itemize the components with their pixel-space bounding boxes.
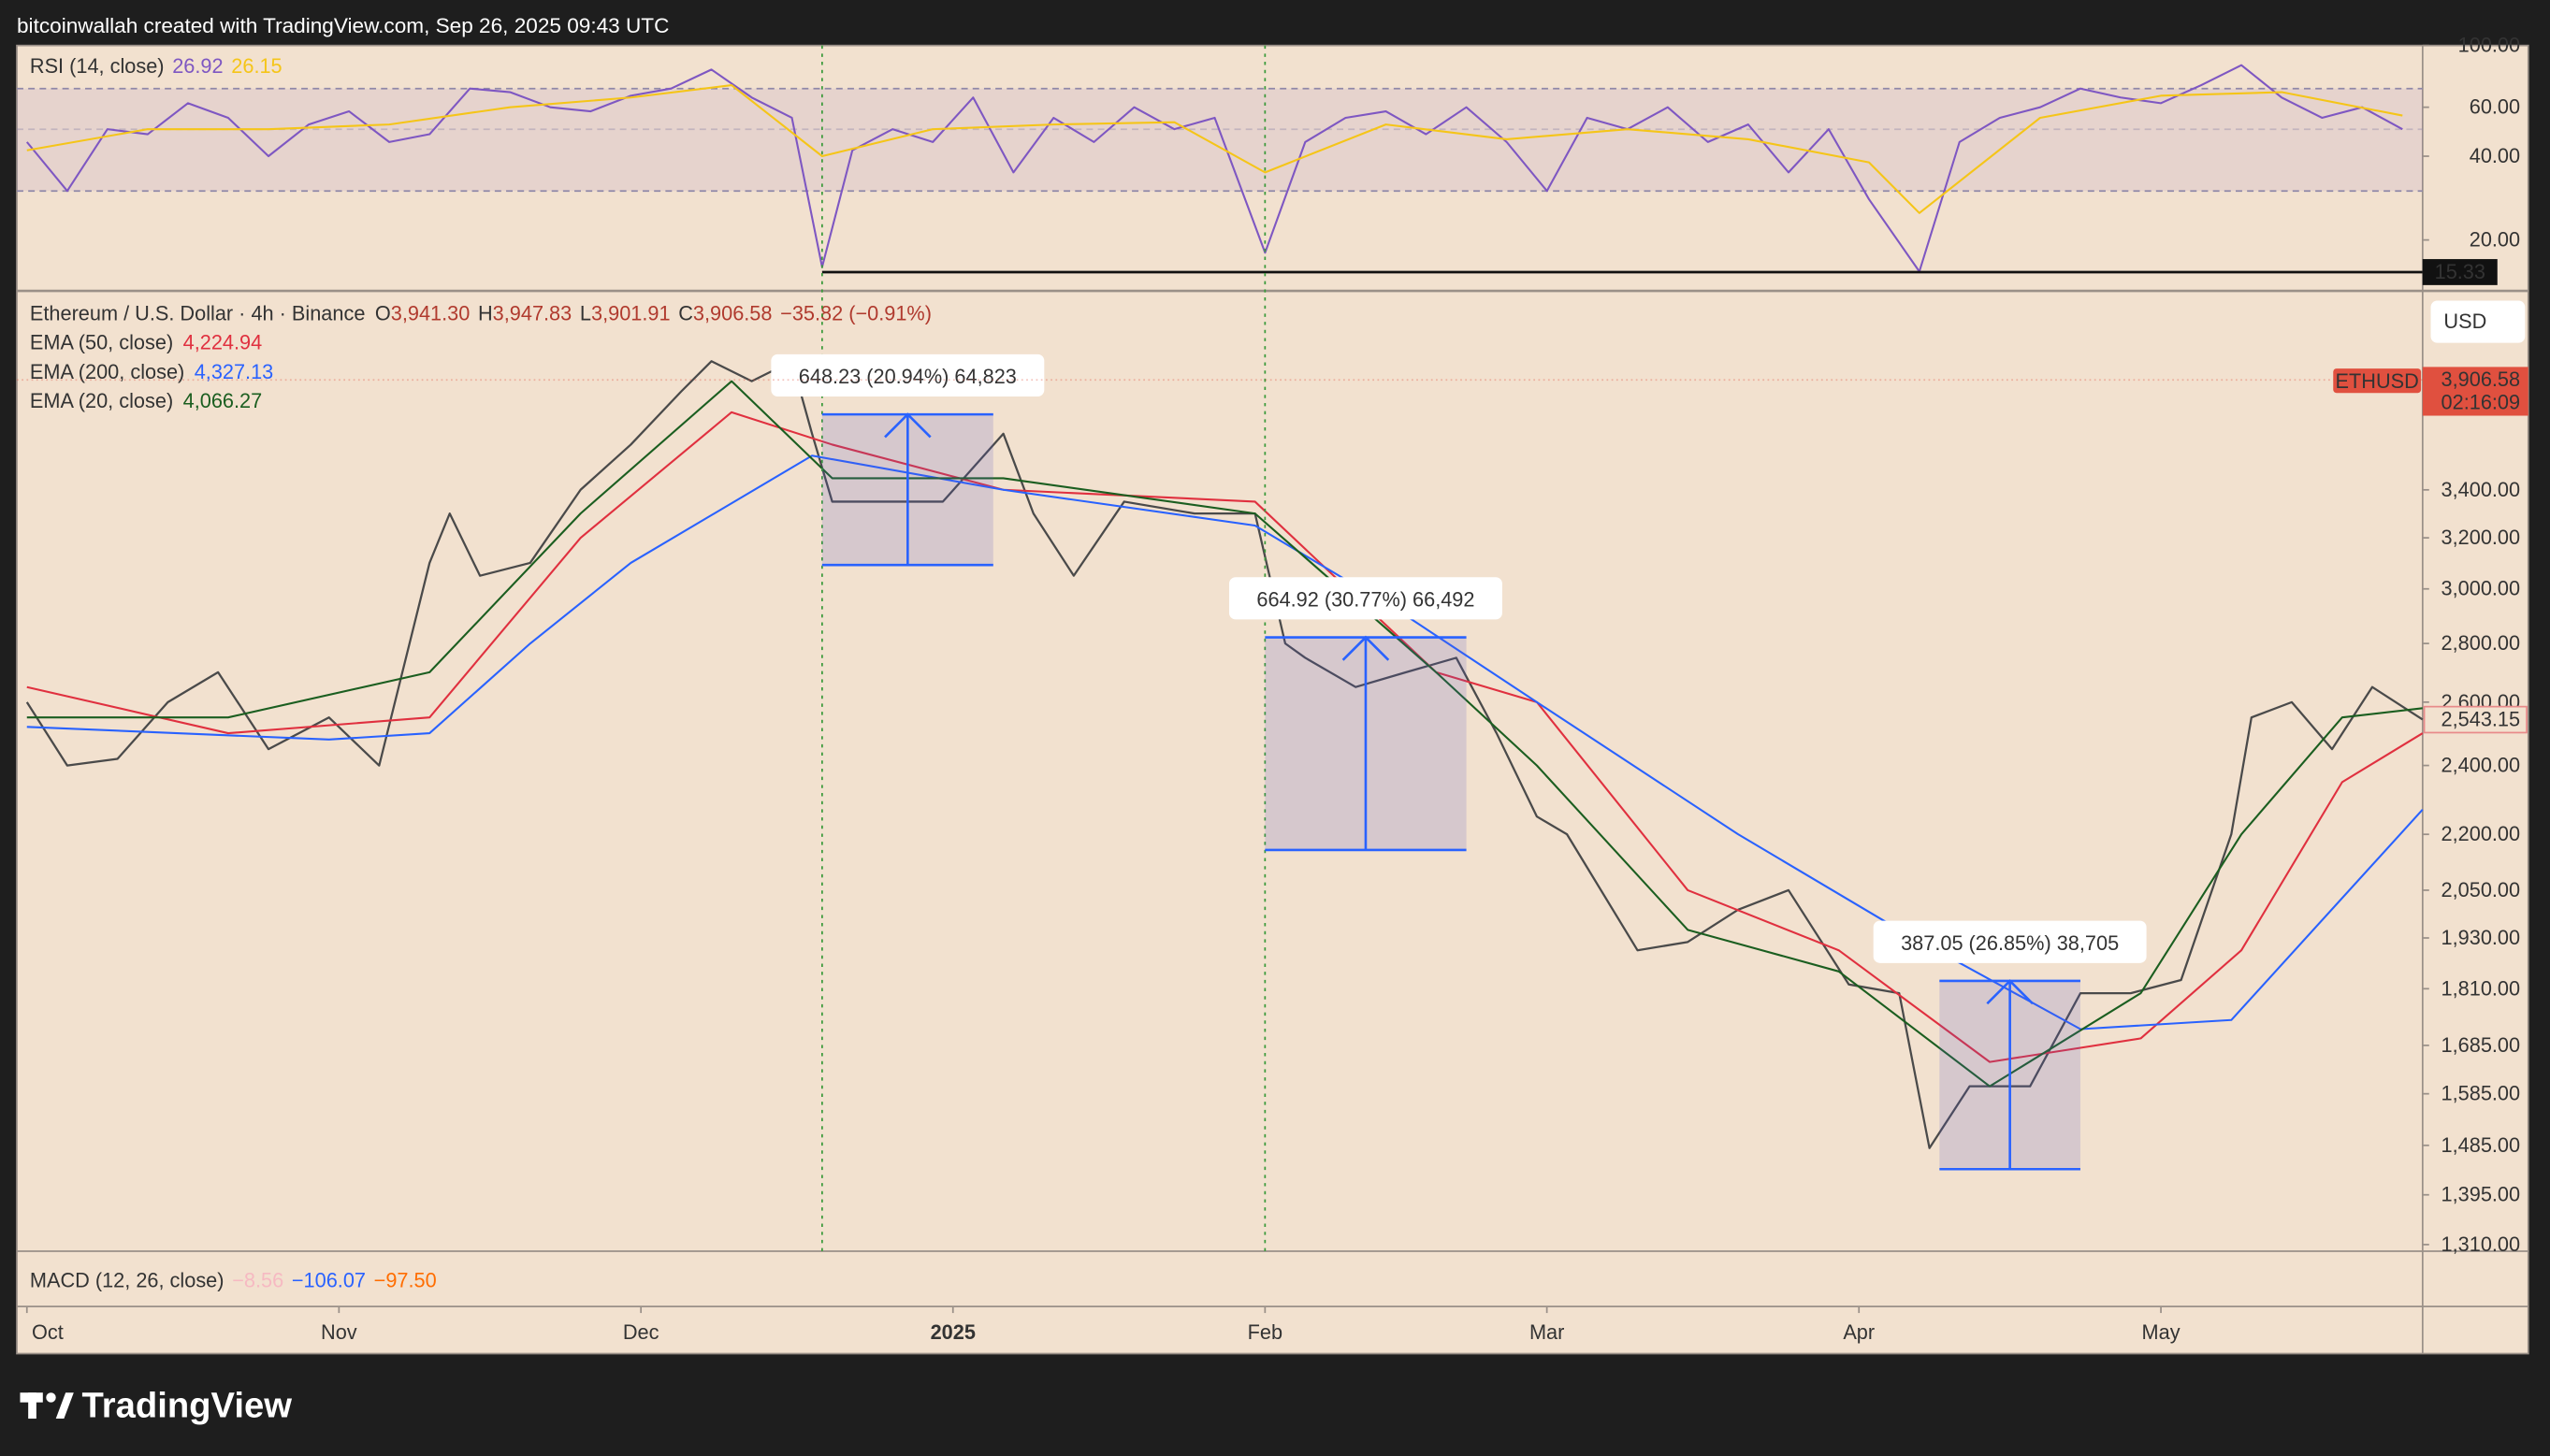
legend-row: EMA (200, close) 4,327.13	[30, 360, 273, 383]
change-value: −35.82 (−0.91%)	[780, 301, 932, 324]
legend-value: −106.07	[292, 1268, 366, 1291]
chart-border	[16, 44, 2529, 1355]
series-line	[26, 84, 2403, 214]
legend-row: Ethereum / U.S. Dollar · 4h · Binance O3,…	[30, 301, 932, 324]
y-tick-label: 1,585.00	[2441, 1082, 2521, 1105]
logo-mark	[46, 1392, 56, 1403]
series-line	[26, 380, 2423, 1088]
countdown-label: 02:16:09	[2441, 391, 2521, 414]
series-line	[26, 454, 2424, 1031]
legend-title: RSI (14, close)	[30, 54, 165, 78]
ohlc-prefix: O	[375, 301, 391, 324]
currency-label: USD	[2443, 310, 2486, 333]
measure-label-box	[771, 353, 1045, 397]
legend-value: 4,224.94	[183, 331, 263, 354]
legend-value: −8.56	[232, 1268, 283, 1291]
series-line	[25, 360, 2424, 1149]
y-tick-label: 3,000.00	[2441, 577, 2521, 600]
measure-arrow	[884, 412, 932, 566]
y-tick-label: 60.00	[2470, 95, 2520, 119]
measure-label-box	[1228, 577, 1502, 620]
x-tick-label: Oct	[32, 1320, 64, 1344]
level-label: 15.33	[2435, 260, 2485, 283]
measure-label-box	[1873, 920, 2147, 963]
legend-name: EMA (20, close)	[30, 389, 173, 412]
last-price-label: 2,543.15	[2441, 707, 2521, 730]
y-tick-label: 2,400.00	[2441, 754, 2521, 777]
x-tick-label: 2025	[931, 1320, 976, 1344]
y-tick-label: 3,200.00	[2441, 526, 2521, 549]
legend-row: EMA (50, close) 4,224.94	[30, 331, 262, 354]
current-price-label: 3,906.58	[2441, 368, 2521, 391]
chart-area	[17, 45, 2528, 1354]
level-label-box	[2422, 259, 2498, 285]
y-tick-label: 100.00	[2458, 34, 2520, 57]
legend-name: EMA (200, close)	[30, 360, 184, 383]
symbol-box	[2333, 368, 2422, 394]
y-tick-label: 2,800.00	[2441, 631, 2521, 655]
legend-row: MACD (12, 26, close) −8.56 −106.07 −97.50	[30, 1268, 437, 1291]
legend-row: EMA (20, close) 4,066.27	[30, 389, 262, 412]
ohlc-prefix: C	[678, 301, 693, 324]
price-box	[2422, 367, 2528, 416]
x-tick-label: Apr	[1843, 1320, 1875, 1344]
y-tick-label: 1,930.00	[2441, 926, 2521, 949]
ohlc-prefix: H	[478, 301, 493, 324]
measure-label: 387.05 (26.85%) 38,705	[1901, 931, 2119, 955]
legend-value: 26.15	[231, 54, 282, 78]
y-tick-label: 1,395.00	[2441, 1183, 2521, 1206]
logo-mark	[28, 1392, 36, 1420]
rsi-band	[17, 88, 2423, 192]
y-tick-label: 1,810.00	[2441, 976, 2521, 1000]
legend-title: Ethereum / U.S. Dollar · 4h · Binance	[30, 301, 366, 324]
y-tick-label: 1,310.00	[2441, 1233, 2521, 1256]
ohlc-value: 3,941.30	[391, 301, 471, 324]
y-tick-label: 2,050.00	[2441, 878, 2521, 901]
legend-value: −97.50	[374, 1268, 437, 1291]
legend-value: 4,327.13	[195, 360, 274, 383]
ohlc-value: 3,901.91	[591, 301, 671, 324]
ohlc-prefix: L	[580, 301, 591, 324]
y-tick-label: 3,400.00	[2441, 478, 2521, 501]
series-line	[25, 64, 2403, 273]
logo-text: TradingView	[82, 1385, 293, 1425]
y-tick-label: 1,485.00	[2441, 1133, 2521, 1157]
header-text: bitcoinwallah created with TradingView.c…	[17, 14, 669, 37]
measure-label: 664.92 (30.77%) 66,492	[1256, 588, 1474, 612]
x-tick-label: Mar	[1529, 1320, 1564, 1344]
x-tick-label: Nov	[321, 1320, 357, 1344]
ohlc-value: 3,906.58	[693, 301, 773, 324]
legend-name: EMA (50, close)	[30, 331, 173, 354]
measure-label: 648.23 (20.94%) 64,823	[799, 365, 1017, 388]
last-price-box	[2423, 705, 2528, 734]
y-tick-label: 1,685.00	[2441, 1033, 2521, 1057]
logo: TradingView	[20, 1385, 292, 1425]
x-tick-label: Dec	[623, 1320, 659, 1344]
legend-value: 4,066.27	[183, 389, 263, 412]
currency-box	[2430, 300, 2526, 343]
y-tick-label: 40.00	[2470, 144, 2520, 167]
x-tick-label: Feb	[1248, 1320, 1282, 1344]
logo-mark	[55, 1392, 74, 1420]
y-tick-label: 2,200.00	[2441, 822, 2521, 845]
x-tick-label: May	[2142, 1320, 2181, 1344]
y-tick-label: 20.00	[2470, 228, 2520, 252]
legend-title: MACD (12, 26, close)	[30, 1268, 225, 1291]
symbol-label: ETHUSD	[2336, 369, 2419, 393]
measure-arrow	[1986, 979, 2034, 1170]
measure-arrow	[1341, 635, 1390, 850]
legend-value: 26.92	[172, 54, 223, 78]
legend-row: RSI (14, close) 26.92 26.15	[30, 54, 283, 78]
ohlc-value: 3,947.83	[493, 301, 572, 324]
